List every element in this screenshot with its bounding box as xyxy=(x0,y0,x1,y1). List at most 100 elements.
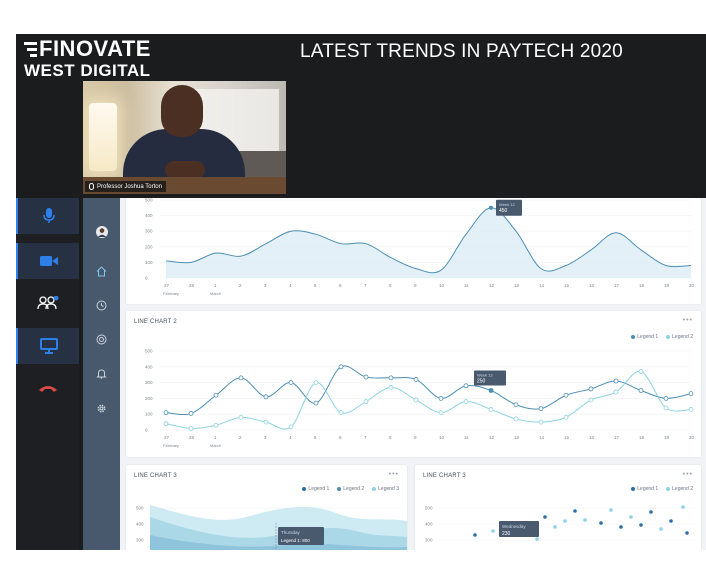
legend-label: Legend 1 xyxy=(637,486,659,492)
nav-notifications[interactable] xyxy=(94,366,109,381)
data-point xyxy=(463,399,469,404)
area-legend-2 xyxy=(150,517,407,550)
microphone-button[interactable] xyxy=(16,198,79,234)
line-chart-3-menu[interactable]: ••• xyxy=(388,471,399,478)
x-tick-label: 20 xyxy=(689,283,695,288)
x-tick-label: 7 xyxy=(364,435,367,440)
line-chart-2-title: LINE CHART 2 xyxy=(134,319,177,325)
x-tick-label: 14 xyxy=(539,283,545,288)
y-tick-label: 400 xyxy=(145,213,153,218)
area-fill xyxy=(166,207,691,278)
scatter-point xyxy=(649,510,653,514)
tooltip-label: Thursday xyxy=(281,530,301,535)
scatter-chart: 500 400 300 Wednesday 230 xyxy=(425,505,695,543)
y-tick-label: 400 xyxy=(425,522,433,527)
legend-item[interactable]: Legend 2 xyxy=(666,486,693,492)
scatter-point xyxy=(659,527,663,531)
data-point xyxy=(338,364,344,370)
x-tick-label: 27 xyxy=(164,283,170,288)
line-chart-2-menu[interactable]: ••• xyxy=(682,317,693,324)
y-tick-label: 500 xyxy=(145,349,153,354)
y-tick-label: 100 xyxy=(145,260,153,265)
data-point xyxy=(538,406,544,412)
scatter-chart-menu[interactable]: ••• xyxy=(682,471,693,478)
data-point xyxy=(163,410,169,416)
scatter-chart-title: LINE CHART 3 xyxy=(423,473,466,479)
x-tick-label: 27 xyxy=(164,435,170,440)
clock-icon xyxy=(96,300,107,311)
nav-settings[interactable] xyxy=(94,401,109,416)
y-tick-label: 200 xyxy=(145,244,153,249)
hang-up-button[interactable] xyxy=(16,370,79,406)
data-point xyxy=(263,419,269,425)
highlight-point xyxy=(489,205,493,210)
x-tick-label: 8 xyxy=(389,435,392,440)
legend-item[interactable]: Legend 1 xyxy=(631,334,658,340)
tooltip-text: Legend 1: 800 xyxy=(281,538,310,543)
data-point xyxy=(563,392,569,398)
x-tick-label: 3 xyxy=(264,435,267,440)
legend-label: Legend 2 xyxy=(672,486,693,492)
nav-history[interactable] xyxy=(94,298,109,313)
x-tick-label: 16 xyxy=(589,283,595,288)
scatter-point xyxy=(563,519,567,523)
data-point xyxy=(163,421,169,427)
series-line xyxy=(165,207,692,274)
profile-avatar[interactable] xyxy=(94,224,109,239)
x-tick-label: 2 xyxy=(239,283,242,288)
legend-item[interactable]: Legend 1 xyxy=(631,486,658,492)
x-tick-label: 15 xyxy=(564,435,570,440)
y-tick-label: 300 xyxy=(136,538,144,543)
x-tick-label: 4 xyxy=(289,435,292,440)
participants-icon xyxy=(36,296,58,310)
call-controls xyxy=(16,198,79,550)
x-tick-label: 13 xyxy=(514,435,520,440)
line-chart-3-card: LINE CHART 3 ••• Legend 1 Legend 2 Legen… xyxy=(126,465,407,550)
nav-home[interactable] xyxy=(94,264,109,279)
participants-button[interactable] xyxy=(16,285,79,321)
dashboard-app: 0 100 200 300 400 500 27 28 1 2 3 4 5 6 7 8 9 10 11 12 13 14 1… xyxy=(83,198,706,550)
legend-label: Legend 3 xyxy=(378,486,399,492)
data-point xyxy=(338,410,344,416)
line-chart-3-legend: Legend 1 Legend 2 Legend 3 xyxy=(302,486,399,492)
x-tick-label: 15 xyxy=(564,283,570,288)
scatter-point xyxy=(639,523,643,527)
x-tick-label: 19 xyxy=(664,435,670,440)
scatter-point xyxy=(543,515,547,519)
scatter-chart-legend: Legend 1 Legend 2 xyxy=(631,486,693,492)
scatter-point xyxy=(685,531,689,535)
data-point xyxy=(513,416,519,422)
y-tick-label: 100 xyxy=(145,412,153,417)
slide-title: LATEST TRENDS IN PAYTECH 2020 xyxy=(300,41,623,62)
x-tick-label: 9 xyxy=(414,283,417,288)
x-tick-label: 1 xyxy=(214,283,217,288)
legend-label: Legend 1 xyxy=(308,486,330,492)
y-tick-label: 200 xyxy=(145,396,153,401)
tooltip-value: 250 xyxy=(477,379,486,385)
x-tick-label: 19 xyxy=(664,283,670,288)
tooltip-label: Week 12 xyxy=(499,202,515,207)
legend-item[interactable]: Legend 2 xyxy=(337,486,364,492)
legend-item[interactable]: Legend 3 xyxy=(372,486,399,492)
tooltip-box xyxy=(278,527,324,545)
y-tick-label: 500 xyxy=(145,198,153,203)
scatter-point xyxy=(491,529,495,533)
x-tick-label: 4 xyxy=(289,283,292,288)
camera-button[interactable] xyxy=(16,243,79,279)
nav-billing[interactable] xyxy=(94,332,109,347)
bell-icon xyxy=(96,369,107,379)
legend-item[interactable]: Legend 2 xyxy=(666,334,693,340)
screen-share-button[interactable] xyxy=(16,328,79,364)
legend-item[interactable]: Legend 1 xyxy=(302,486,329,492)
speaker-video[interactable]: Professor Joshua Torton xyxy=(83,81,286,194)
scatter-point xyxy=(553,525,557,529)
data-point xyxy=(263,394,269,400)
x-tick-label: 6 xyxy=(339,435,342,440)
y-tick-label: 300 xyxy=(145,229,153,234)
data-point xyxy=(388,384,394,390)
tooltip-value: 230 xyxy=(502,531,511,537)
y-tick-label: 500 xyxy=(136,506,144,511)
x-tick-label: 9 xyxy=(414,435,417,440)
area-legend-1 xyxy=(150,535,407,550)
